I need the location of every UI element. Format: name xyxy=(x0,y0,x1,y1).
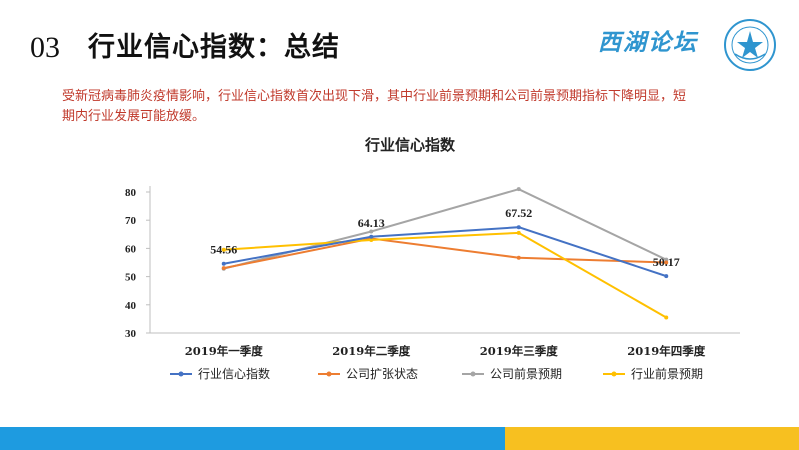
series-line xyxy=(223,188,667,270)
data-point xyxy=(664,315,669,320)
legend-label: 行业前景预期 xyxy=(631,366,703,381)
data-point xyxy=(369,237,374,242)
legend-marker xyxy=(470,371,476,377)
data-point xyxy=(516,187,521,192)
page-title: 行业信心指数：总结 xyxy=(88,32,340,63)
y-tick-label: 70 xyxy=(125,215,137,227)
data-point xyxy=(664,274,669,279)
summary-text: 受新冠病毒肺炎疫情影响，行业信心指数首次出现下滑，其中行业前景预期和公司前景预期… xyxy=(62,89,687,124)
data-point xyxy=(369,234,374,239)
data-label: 64.13 xyxy=(358,216,385,230)
data-point xyxy=(221,247,226,252)
y-tick-label: 80 xyxy=(125,187,137,199)
data-point xyxy=(664,257,669,262)
legend-label: 公司扩张状态 xyxy=(346,367,418,381)
data-point xyxy=(369,229,374,234)
footer-bar-yellow xyxy=(505,427,799,450)
x-tick-label: 2019年二季度 xyxy=(332,344,411,358)
series-line xyxy=(223,226,667,278)
data-point xyxy=(516,230,521,235)
data-point xyxy=(516,255,521,260)
y-tick-label: 40 xyxy=(125,300,137,312)
confidence-index-chart: 行业信心指数 30 40 50 60 70 80 2019年一季度 2019年二季度 2019年… xyxy=(125,136,740,381)
legend-marker xyxy=(611,371,617,377)
forum-logo-icon xyxy=(724,19,776,71)
x-tick-label: 2019年三季度 xyxy=(480,344,559,358)
data-label: 50.17 xyxy=(653,255,680,269)
x-tick-label: 2019年四季度 xyxy=(627,344,706,358)
footer-bar-blue xyxy=(0,427,505,450)
data-label: 67.52 xyxy=(505,206,532,220)
data-point xyxy=(221,266,226,271)
legend-marker xyxy=(178,371,184,377)
data-label: 54.56 xyxy=(210,243,237,257)
series-line xyxy=(223,237,667,270)
legend-label: 公司前景预期 xyxy=(490,366,562,381)
data-point xyxy=(221,261,226,266)
brand-name: 西湖论坛 xyxy=(598,30,698,56)
y-tick-label: 50 xyxy=(125,272,137,284)
y-tick-label: 30 xyxy=(125,328,137,340)
series-line xyxy=(223,231,667,319)
x-tick-label: 2019年一季度 xyxy=(185,344,264,358)
legend-marker xyxy=(326,371,332,377)
data-point xyxy=(516,225,521,230)
chart-title: 行业信心指数 xyxy=(364,136,456,154)
legend-label: 行业信心指数 xyxy=(198,366,270,381)
data-point xyxy=(664,260,669,265)
y-tick-label: 60 xyxy=(125,243,137,255)
section-number: 03 xyxy=(30,31,60,64)
